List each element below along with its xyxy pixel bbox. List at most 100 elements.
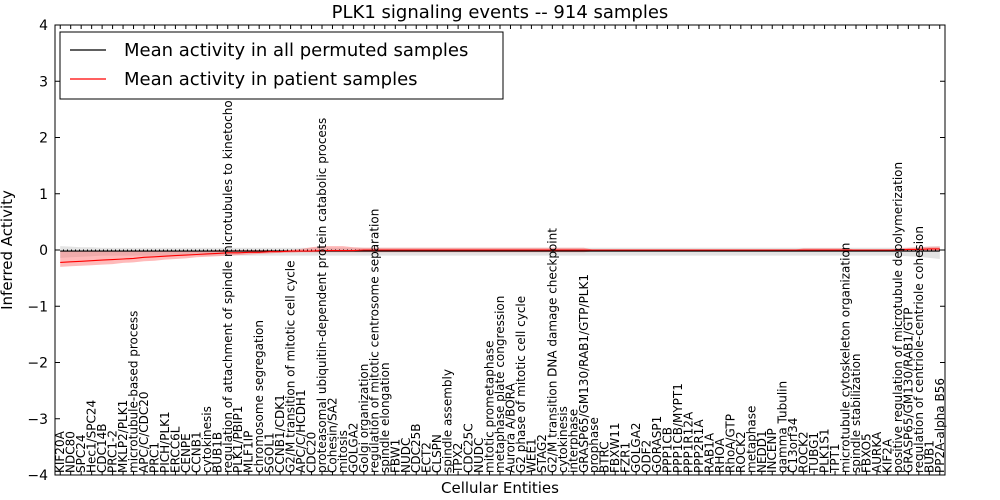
x-tick-label: RhoA/GTP <box>723 414 737 473</box>
y-tick-label: 3 <box>39 74 48 90</box>
legend-label-patient: Mean activity in patient samples <box>124 69 418 90</box>
x-tick-label: PPP1CB <box>661 427 675 473</box>
legend-label-permuted: Mean activity in all permuted samples <box>124 40 468 61</box>
x-tick-label: FBW1 <box>388 439 402 473</box>
ticks: −4 −3 −2 −1 0 1 2 3 4 <box>27 18 945 484</box>
x-tick-label: GOLGA2 <box>346 422 360 473</box>
x-tick-label: metaphase plate congression <box>493 296 507 473</box>
x-tick-label: regulation of centriole-centriole cohesi… <box>912 226 926 473</box>
y-tick-label: 0 <box>39 243 48 259</box>
x-tick-label: CDC25B <box>409 424 423 474</box>
x-tick-label: ROCK2 <box>797 431 811 473</box>
x-tick-label: PPP1CB/MYPT1 <box>671 383 685 473</box>
x-tick-label: ERCC6L <box>168 426 182 473</box>
x-tick-label: STAG2 <box>535 434 549 473</box>
legend-box <box>59 31 504 100</box>
x-tick-label: PP2A-alpha B56 <box>933 378 947 473</box>
x-axis-label: Cellular Entities <box>441 479 559 497</box>
x-tick-label: GORASP1 <box>650 416 664 473</box>
x-tick-label: CCNB1/CDK1 <box>273 394 287 473</box>
y-tick-label: −1 <box>27 299 48 315</box>
x-tick-label: MLF1IP <box>242 431 256 473</box>
x-tick-label: PPP2R1A <box>692 419 706 473</box>
x-tick-label: NDC80 <box>64 431 78 473</box>
x-tick-label: GRASP65/GM130/RAB1/GTP <box>901 307 915 473</box>
x-tick-label: FZR1 <box>619 442 633 473</box>
x-tick-label: WEE1 <box>524 438 538 473</box>
x-tick-label: TUBG1 <box>807 432 821 474</box>
x-tick-label: prophase <box>587 417 601 473</box>
x-tick-label: NEDD1 <box>755 430 769 473</box>
x-tick-label: APC/C/HCDH1 <box>294 389 308 473</box>
x-tick-label: GOLGA2 <box>629 422 643 473</box>
x-tick-label: CLSPN <box>430 434 444 473</box>
x-tick-label: BUB1B <box>210 432 224 473</box>
x-tick-label: Hec1/SPC24 <box>85 400 99 473</box>
x-tick-label: positive regulation of microtubule depol… <box>891 162 905 473</box>
x-tick-label: C13orf34 <box>786 418 800 473</box>
band-permuted <box>60 246 940 259</box>
x-tick-label: KIF2A <box>880 438 894 473</box>
x-tick-label: microtubule-based process <box>127 311 141 473</box>
x-tick-label: G2/M transition of mitotic cell cycle <box>284 260 298 473</box>
x-tick-label: cytokinesis <box>200 406 214 473</box>
x-tick-label: G2 phase of mitotic cell cycle <box>514 296 528 473</box>
y-axis-label: Inferred Activity <box>0 190 16 310</box>
y-tick-label: −2 <box>27 356 48 372</box>
x-tick-label: PPP1R12A <box>682 411 696 473</box>
x-tick-label: CDC20 <box>305 432 319 473</box>
x-tick-label: spindle stabilization <box>849 353 863 473</box>
x-tick-label: PRC1 <box>148 442 162 473</box>
series-lines <box>60 248 940 263</box>
x-tick-label: PICH/PLK1 <box>158 411 172 473</box>
x-tick-label: APC/C/CDC20 <box>137 391 151 473</box>
chart-title: PLK1 signaling events -- 914 samples <box>332 2 669 23</box>
x-tick-label: PLK1/PBIP1 <box>231 406 245 473</box>
x-tick-label: RAB1A <box>702 432 716 473</box>
x-tick-label: NUDC <box>472 438 486 473</box>
y-tick-label: 4 <box>39 18 48 34</box>
x-tick-label: CCNB1 <box>189 431 203 473</box>
x-tick-label: PLK1S1 <box>818 428 832 473</box>
plot-frame <box>54 24 946 476</box>
x-tick-label: gamma Tubulin <box>776 381 790 473</box>
x-tick-label: RHOA <box>713 437 727 473</box>
x-tick-label: TPX2 <box>451 443 465 474</box>
x-tick-label: spindle assembly <box>441 369 455 473</box>
series-line-patient <box>60 248 940 263</box>
x-tick-label: INCENP <box>765 428 779 473</box>
x-tick-label: GRASP65/GM130/RAB1/GTP/PLK1 <box>577 274 591 473</box>
x-tick-label: regulation of attachment of spindle micr… <box>221 88 235 473</box>
x-tick-label: Cohesin/SA2 <box>326 397 340 473</box>
x-tick-label: mitosis <box>336 430 350 473</box>
x-tick-labels: KIF20ANDC80SPC24Hec1/SPC24CDC14BPRC1-2MK… <box>53 88 947 474</box>
x-tick-label: PRC1-2 <box>106 430 120 473</box>
x-tick-label: CDC25C <box>462 423 476 473</box>
x-tick-label: ROCK2 <box>734 431 748 473</box>
y-tick-label: 2 <box>39 131 48 147</box>
x-tick-label: metaphase <box>744 406 758 473</box>
x-tick-label: Aurora A/BORA <box>504 383 518 473</box>
x-tick-label: spindle elongation <box>378 362 392 473</box>
x-tick-label: FBXO5 <box>860 433 874 473</box>
x-tick-label: AURKA <box>870 431 884 473</box>
x-tick-label: cytokinesis <box>556 406 570 473</box>
x-tick-label: CDC14B <box>95 424 109 474</box>
x-tick-label: FBXW11 <box>608 423 622 474</box>
x-tick-label: proteasomal ubiquitin-dependent protein … <box>315 118 329 473</box>
x-tick-label: SGOL1 <box>263 432 277 473</box>
x-tick-label: SPC24 <box>74 434 88 473</box>
x-tick-label: ECT2 <box>420 442 434 473</box>
x-tick-label: ODF2 <box>640 440 654 473</box>
x-tick-label: CENPE <box>179 433 193 473</box>
x-tick-label: chromosome segregation <box>252 320 266 473</box>
x-tick-label: KIF20A <box>53 430 67 473</box>
x-tick-label: microtubule cytoskeleton organization <box>839 243 853 473</box>
x-tick-label: BUB1 <box>922 440 936 473</box>
x-tick-label: TPT1 <box>828 443 842 474</box>
y-tick-label: −4 <box>27 468 48 484</box>
x-tick-label: NUDC <box>399 438 413 473</box>
y-tick-label: −3 <box>27 412 48 428</box>
x-tick-label: mitotic prometaphase <box>483 341 497 474</box>
